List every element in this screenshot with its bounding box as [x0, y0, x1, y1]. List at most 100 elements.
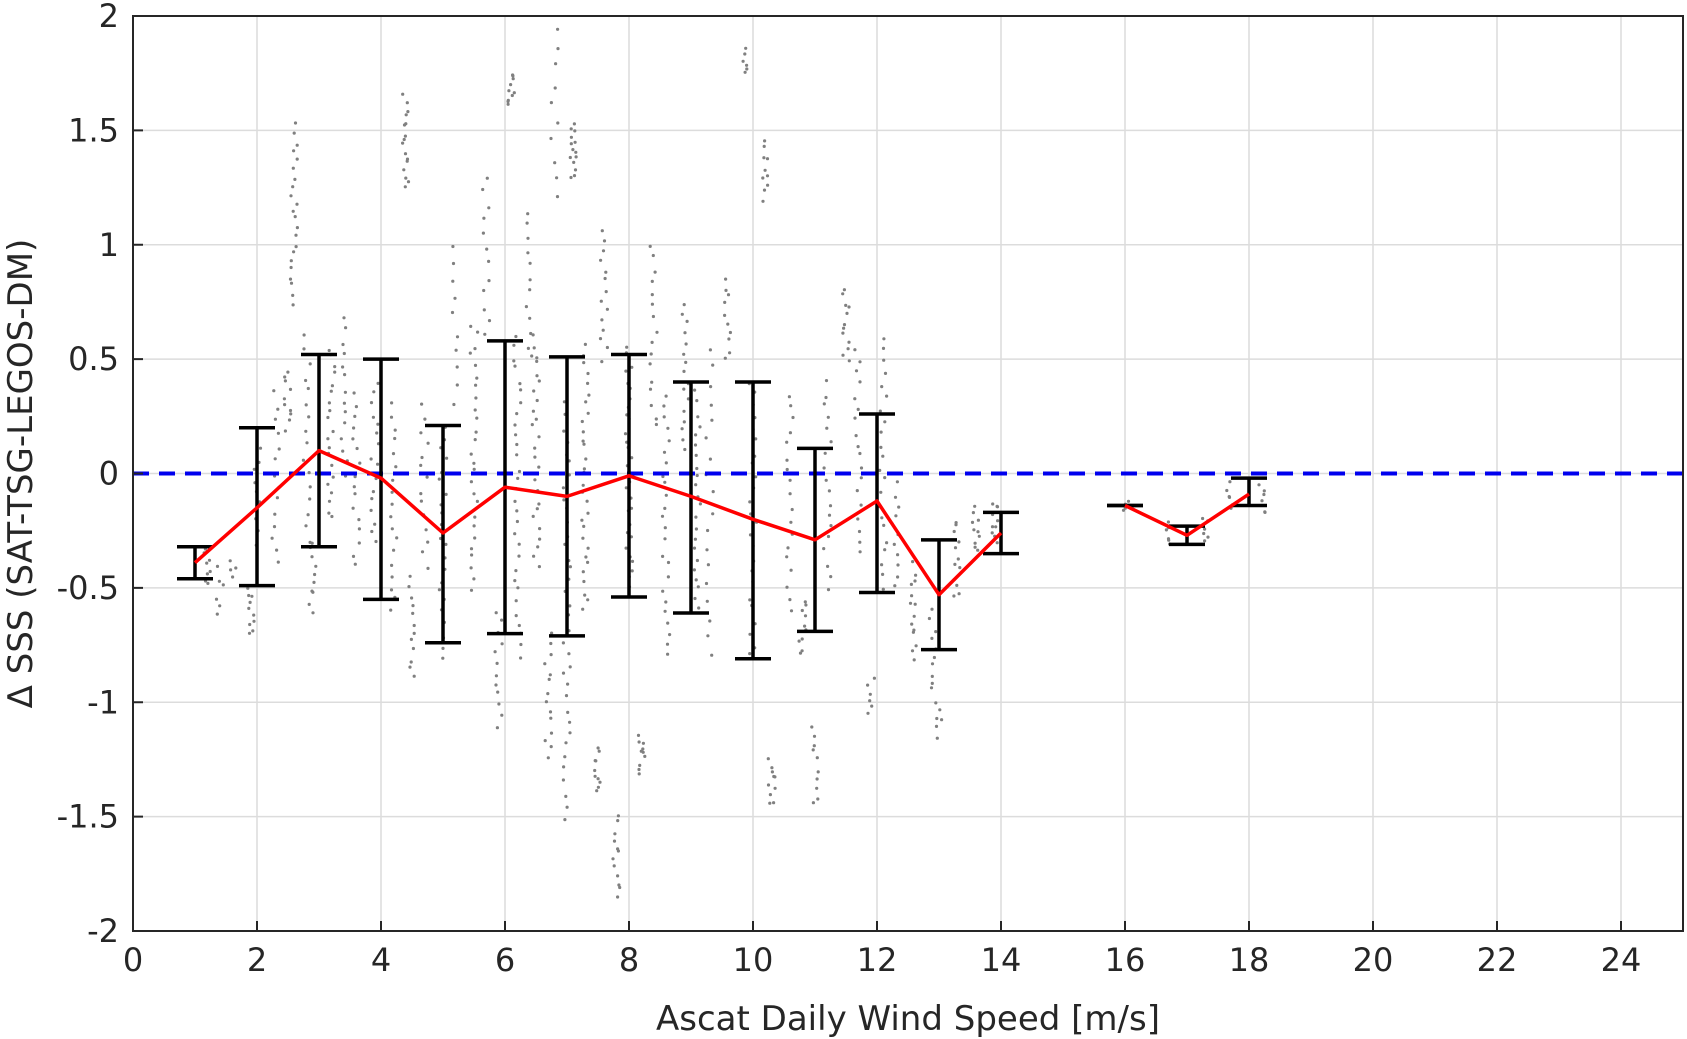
scatter-point: [762, 156, 766, 160]
scatter-point: [369, 401, 374, 405]
scatter-point: [343, 373, 347, 377]
scatter-point: [389, 588, 394, 592]
scatter-point: [773, 786, 777, 790]
scatter-point: [543, 662, 547, 666]
scatter-point: [692, 568, 697, 572]
scatter-point: [880, 516, 884, 520]
scatter-point: [534, 417, 538, 421]
scatter-point: [272, 525, 277, 529]
scatter-point: [643, 754, 647, 759]
scatter-point: [528, 278, 532, 282]
scatter-point: [972, 528, 976, 532]
scatter-point: [206, 581, 210, 586]
scatter-point: [580, 518, 584, 522]
scatter-point: [650, 380, 654, 384]
scatter-point: [405, 101, 409, 105]
scatter-point: [593, 774, 597, 778]
scatter-point: [605, 345, 610, 350]
scatter-point: [651, 253, 655, 258]
scatter-point: [762, 188, 767, 192]
scatter-point: [412, 623, 416, 628]
scatter-point: [481, 187, 485, 192]
scatter-point: [390, 527, 394, 531]
scatter-point: [535, 356, 539, 360]
scatter-point: [927, 616, 932, 621]
scatter-point: [895, 480, 900, 484]
scatter-point: [412, 631, 416, 636]
scatter-point: [376, 381, 380, 385]
scatter-point: [292, 131, 296, 135]
scatter-point: [893, 495, 898, 499]
scatter-point: [562, 429, 566, 433]
scatter-point: [681, 438, 685, 442]
scatter-point: [208, 569, 212, 574]
scatter-point: [859, 466, 864, 470]
scatter-point: [858, 451, 862, 456]
scatter-point: [705, 599, 709, 603]
scatter-point: [612, 864, 616, 868]
scatter-point: [450, 310, 455, 315]
scatter-point: [649, 352, 653, 356]
scatter-point: [536, 545, 540, 549]
scatter-point: [616, 895, 620, 899]
scatter-point: [376, 462, 380, 466]
scatter-point: [310, 541, 314, 545]
scatter-point: [766, 757, 770, 761]
scatter-point: [326, 415, 330, 420]
scatter-point: [587, 393, 591, 397]
scatter-point: [305, 441, 309, 445]
scatter-point: [512, 359, 516, 363]
scatter-point: [390, 490, 394, 494]
scatter-point: [1262, 492, 1266, 497]
scatter-point: [426, 441, 430, 445]
scatter-point: [745, 67, 749, 71]
scatter-point: [568, 155, 572, 160]
scatter-point: [682, 369, 686, 373]
scatter-point: [841, 331, 845, 335]
scatter-point: [342, 316, 346, 320]
scatter-point: [908, 601, 913, 605]
scatter-point: [651, 314, 656, 319]
scatter-point: [473, 347, 477, 351]
scatter-point: [743, 70, 747, 74]
scatter-point: [868, 692, 872, 696]
scatter-point: [666, 621, 670, 625]
scatter-point: [311, 611, 315, 615]
scatter-point: [885, 541, 889, 545]
scatter-point: [574, 155, 578, 159]
scatter-point: [247, 606, 251, 611]
scatter-point: [766, 183, 770, 187]
scatter-point: [328, 409, 332, 413]
scatter-point: [207, 558, 212, 562]
scatter-point: [706, 634, 710, 638]
scatter-point: [401, 92, 405, 96]
scatter-point: [704, 436, 708, 440]
x-tick-label: 16: [1105, 941, 1146, 979]
scatter-point: [785, 585, 789, 589]
scatter-point: [516, 476, 520, 480]
scatter-point: [472, 492, 476, 496]
x-tick-label: 2: [247, 941, 267, 979]
scatter-point: [354, 405, 358, 409]
scatter-point: [519, 656, 523, 660]
scatter-point: [572, 174, 577, 178]
scatter-point: [823, 451, 827, 455]
scatter-point: [854, 434, 858, 438]
scatter-point: [535, 507, 539, 511]
scatter-point: [724, 288, 728, 292]
scatter-point: [528, 288, 532, 292]
scatter-point: [517, 554, 521, 558]
scatter-point: [370, 497, 374, 501]
scatter-point: [791, 415, 795, 420]
scatter-point: [327, 446, 331, 450]
scatter-point: [308, 497, 312, 501]
scatter-point: [307, 602, 311, 607]
scatter-point: [666, 652, 670, 656]
scatter-point: [506, 98, 510, 102]
scatter-point: [684, 360, 688, 364]
scatter-point: [828, 504, 833, 508]
scatter-point: [513, 364, 517, 368]
scatter-point: [494, 611, 498, 615]
scatter-point: [650, 293, 654, 297]
scatter-point: [761, 176, 765, 180]
